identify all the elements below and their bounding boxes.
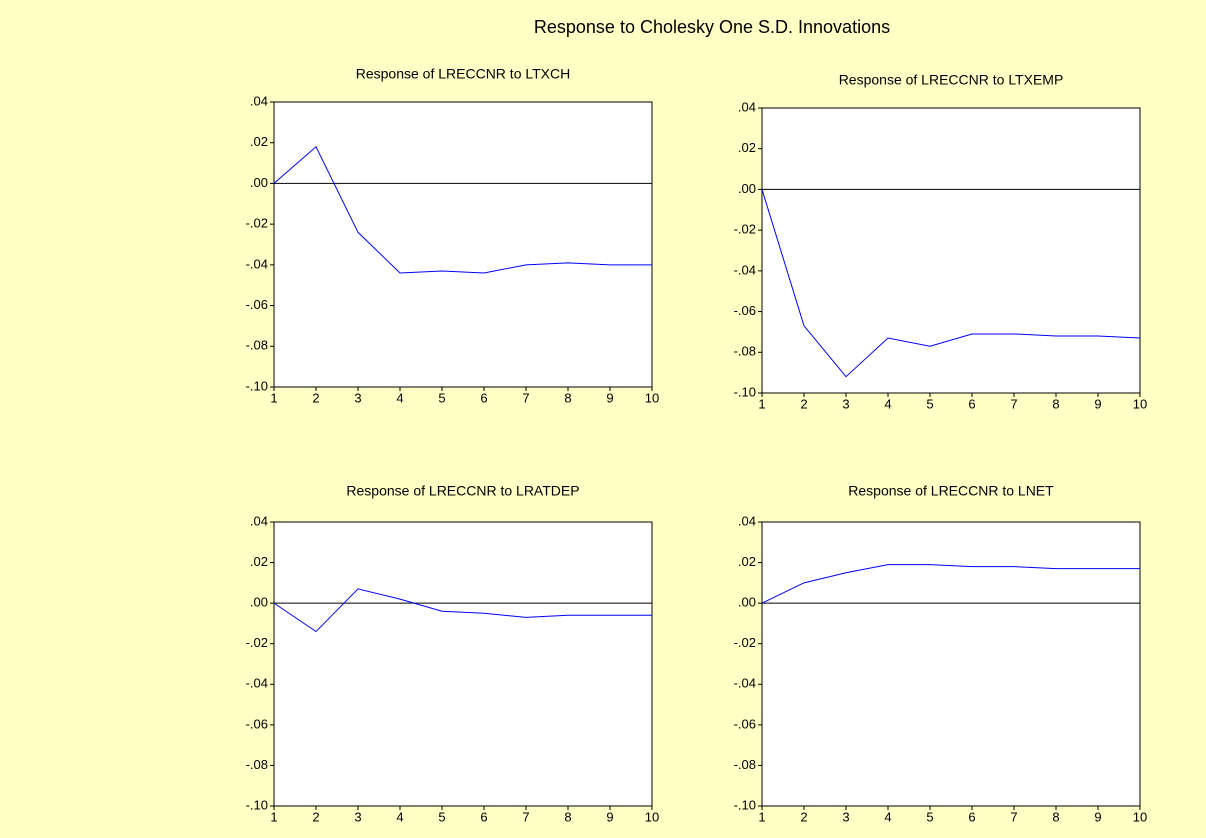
- y-tick-label: .02: [738, 140, 756, 155]
- y-tick-label: -.10: [734, 797, 756, 812]
- y-tick-label: .02: [250, 134, 268, 149]
- panel-title: Response of LRECCNR to LNET: [848, 483, 1054, 499]
- x-tick-label: 2: [800, 809, 807, 824]
- x-tick-label: 6: [480, 390, 487, 405]
- x-tick-label: 8: [1052, 396, 1059, 411]
- x-tick-label: 2: [800, 396, 807, 411]
- y-tick-label: .04: [738, 99, 756, 114]
- x-tick-label: 10: [645, 390, 659, 405]
- y-tick-label: -.08: [734, 344, 756, 359]
- y-tick-label: -.02: [734, 635, 756, 650]
- panel-title: Response of LRECCNR to LTXEMP: [839, 72, 1064, 88]
- x-tick-label: 5: [926, 809, 933, 824]
- response-line: [761, 189, 1141, 378]
- figure-title: Response to Cholesky One S.D. Innovation…: [534, 17, 890, 37]
- panel-title: Response of LRECCNR to LRATDEP: [346, 483, 579, 499]
- x-tick-label: 7: [522, 390, 529, 405]
- y-tick-label: .00: [738, 595, 756, 610]
- x-tick-label: 4: [884, 396, 891, 411]
- y-tick-label: -.06: [246, 297, 268, 312]
- y-tick-label: -.06: [734, 303, 756, 318]
- x-tick-label: 10: [1133, 809, 1147, 824]
- y-tick-label: -.04: [246, 256, 268, 271]
- y-tick-label: .00: [738, 181, 756, 196]
- y-tick-label: .00: [250, 595, 268, 610]
- x-tick-label: 8: [1052, 809, 1059, 824]
- x-tick-label: 1: [758, 809, 765, 824]
- x-tick-label: 10: [645, 809, 659, 824]
- y-tick-label: .04: [250, 93, 268, 108]
- y-tick-label: .02: [250, 554, 268, 569]
- y-tick-label: -.10: [246, 378, 268, 393]
- plot-area: [273, 101, 653, 388]
- y-tick-label: -.10: [246, 797, 268, 812]
- panel-title: Response of LRECCNR to LTXCH: [356, 66, 570, 82]
- y-tick-label: -.02: [246, 216, 268, 231]
- response-line: [273, 145, 652, 274]
- x-tick-label: 8: [564, 809, 571, 824]
- plot-area: [273, 521, 653, 807]
- x-tick-label: 3: [354, 809, 361, 824]
- y-tick-label: -.02: [734, 222, 756, 237]
- y-tick-label: -.10: [734, 384, 756, 399]
- x-tick-label: 3: [842, 809, 849, 824]
- y-tick-label: -.08: [734, 757, 756, 772]
- x-tick-label: 5: [438, 809, 445, 824]
- x-tick-label: 1: [270, 390, 277, 405]
- x-tick-label: 9: [1094, 396, 1101, 411]
- x-tick-label: 4: [396, 390, 403, 405]
- x-tick-label: 8: [564, 390, 571, 405]
- x-tick-label: 6: [968, 809, 975, 824]
- x-tick-label: 4: [884, 809, 891, 824]
- x-tick-label: 2: [312, 390, 319, 405]
- x-tick-label: 2: [312, 809, 319, 824]
- y-tick-label: -.02: [246, 635, 268, 650]
- y-tick-label: .00: [250, 175, 268, 190]
- y-tick-label: .04: [250, 513, 268, 528]
- x-tick-label: 1: [758, 396, 765, 411]
- x-tick-label: 1: [270, 809, 277, 824]
- x-tick-label: 6: [480, 809, 487, 824]
- x-tick-label: 5: [438, 390, 445, 405]
- x-tick-label: 9: [1094, 809, 1101, 824]
- plot-area: [761, 107, 1141, 394]
- y-tick-label: -.06: [246, 716, 268, 731]
- y-tick-label: .04: [738, 513, 756, 528]
- x-tick-label: 7: [1010, 809, 1017, 824]
- plot-area: [761, 521, 1141, 807]
- x-tick-label: 9: [606, 809, 613, 824]
- x-tick-label: 10: [1133, 396, 1147, 411]
- x-tick-label: 3: [354, 390, 361, 405]
- x-tick-label: 3: [842, 396, 849, 411]
- y-tick-label: -.04: [246, 676, 268, 691]
- response-line: [761, 564, 1140, 604]
- x-tick-label: 7: [1010, 396, 1017, 411]
- x-tick-label: 9: [606, 390, 613, 405]
- y-tick-label: -.08: [246, 338, 268, 353]
- y-tick-label: .02: [738, 554, 756, 569]
- response-line: [273, 588, 652, 633]
- x-tick-label: 4: [396, 809, 403, 824]
- x-tick-label: 7: [522, 809, 529, 824]
- y-tick-label: -.04: [734, 262, 756, 277]
- y-tick-label: -.06: [734, 716, 756, 731]
- y-tick-label: -.04: [734, 676, 756, 691]
- x-tick-label: 5: [926, 396, 933, 411]
- x-tick-label: 6: [968, 396, 975, 411]
- y-tick-label: -.08: [246, 757, 268, 772]
